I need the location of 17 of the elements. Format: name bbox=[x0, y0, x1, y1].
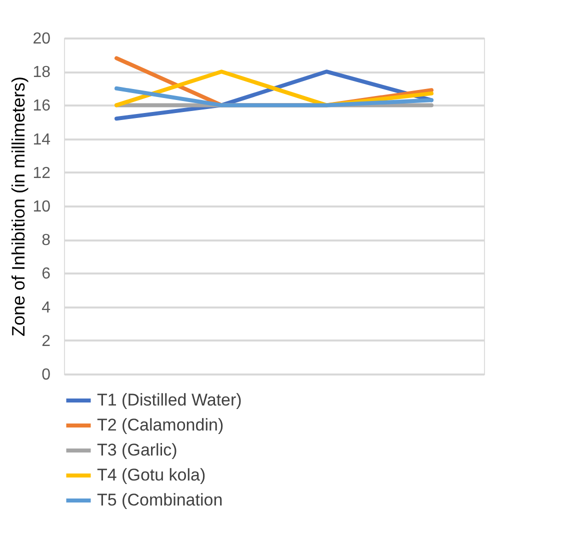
y-tick-label: 4 bbox=[42, 299, 51, 316]
y-tick-label: 18 bbox=[32, 64, 51, 82]
legend-label: T3 (Garlic) bbox=[97, 440, 178, 460]
y-tick-label: 6 bbox=[42, 266, 51, 283]
y-tick-label: 14 bbox=[32, 131, 51, 148]
y-tick-label: 0 bbox=[42, 366, 51, 384]
y-tick-label: 2 bbox=[42, 332, 51, 350]
y-tick-label: 16 bbox=[32, 98, 51, 115]
legend-label: T2 (Calamondin) bbox=[97, 416, 224, 434]
y-axis-title: Zone of Inhibition (in millimeters) bbox=[8, 76, 29, 337]
y-tick-label: 12 bbox=[32, 164, 51, 182]
legend-label: T5 (Combination bbox=[97, 490, 223, 510]
legend-label: T4 (Gotu kola) bbox=[97, 466, 206, 484]
y-tick-label: 10 bbox=[32, 198, 51, 216]
y-tick-label: 8 bbox=[42, 232, 51, 250]
y-tick-label: 20 bbox=[32, 30, 51, 48]
legend-label: T1 (Distilled Water) bbox=[97, 390, 242, 410]
